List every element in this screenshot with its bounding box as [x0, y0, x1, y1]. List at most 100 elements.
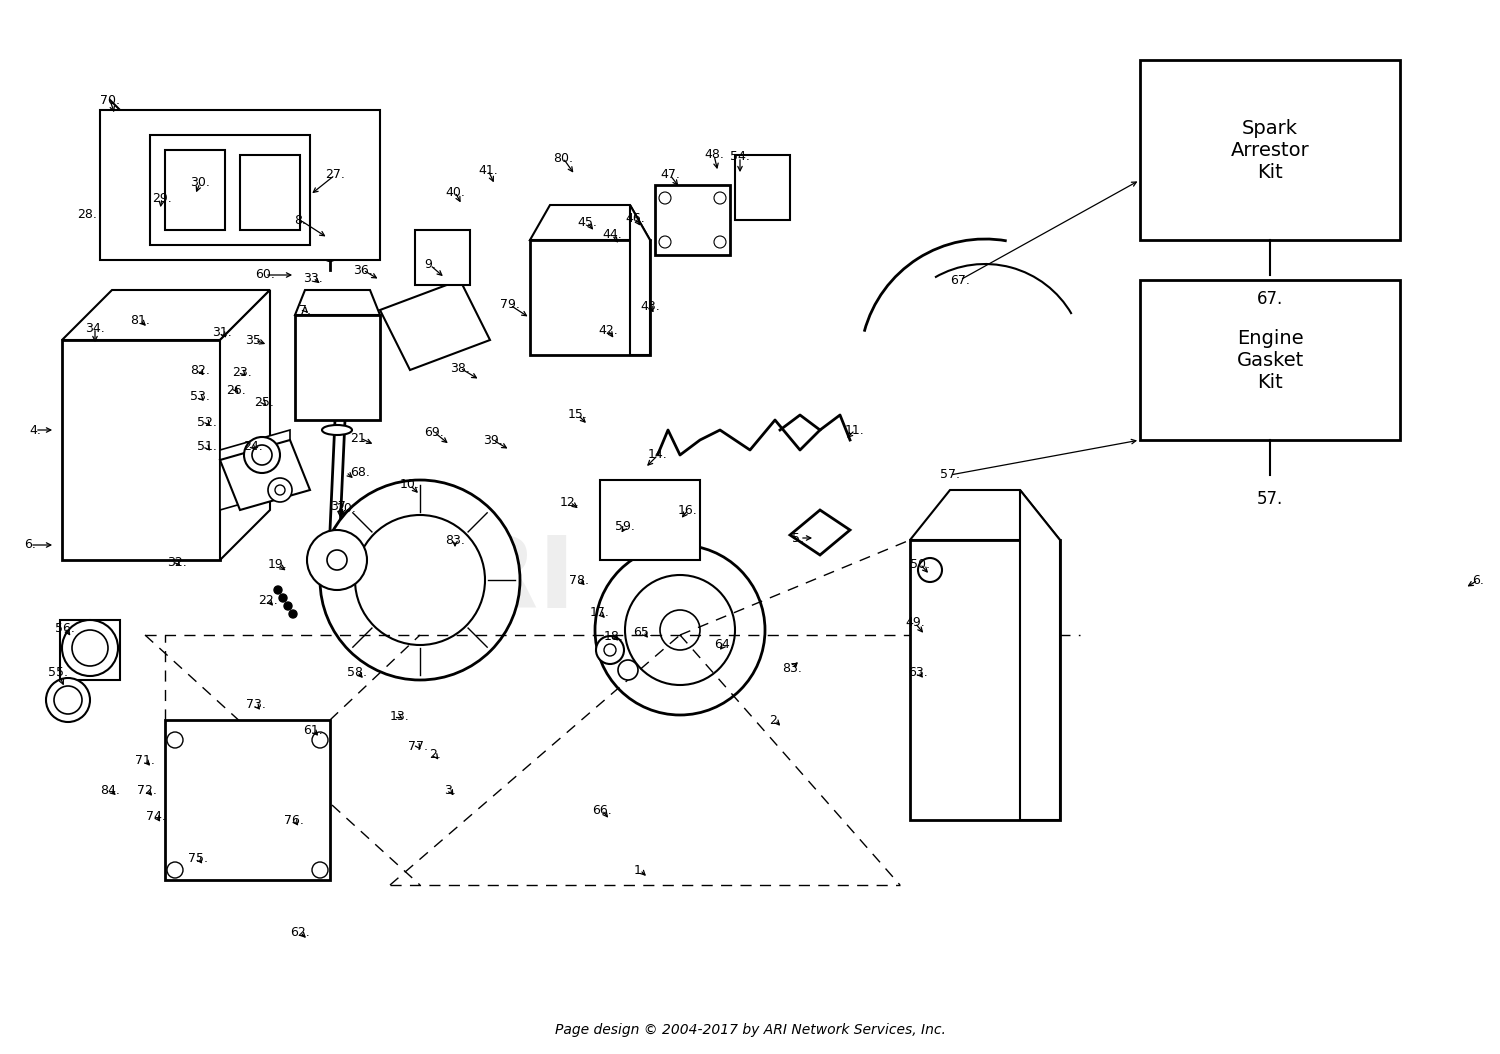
Text: 12.: 12. [560, 495, 580, 508]
Text: 64.: 64. [714, 639, 734, 651]
Circle shape [279, 594, 286, 602]
Circle shape [970, 675, 1000, 705]
Circle shape [356, 515, 484, 645]
Circle shape [290, 610, 297, 618]
Polygon shape [416, 230, 470, 285]
Text: 62.: 62. [290, 925, 310, 938]
Text: 32.: 32. [166, 555, 188, 568]
Text: 10.: 10. [400, 479, 420, 491]
Text: 4.: 4. [28, 424, 40, 436]
Circle shape [322, 245, 338, 261]
Polygon shape [910, 490, 1060, 540]
Circle shape [252, 445, 272, 465]
Text: 23.: 23. [232, 366, 252, 378]
Text: 77.: 77. [408, 740, 428, 753]
Text: 29.: 29. [152, 192, 172, 204]
Circle shape [714, 236, 726, 248]
Text: 17.: 17. [590, 606, 610, 620]
Text: 20.: 20. [336, 502, 356, 514]
Circle shape [658, 192, 670, 204]
Text: 6.: 6. [24, 539, 36, 551]
Text: 5.: 5. [792, 531, 804, 545]
Polygon shape [62, 290, 270, 340]
Text: Engine
Gasket
Kit: Engine Gasket Kit [1236, 329, 1304, 391]
Polygon shape [240, 155, 300, 230]
Text: 48.: 48. [704, 149, 724, 161]
Circle shape [72, 630, 108, 666]
Polygon shape [530, 204, 650, 240]
Polygon shape [600, 480, 700, 560]
Text: 67.: 67. [950, 273, 970, 287]
Text: 81.: 81. [130, 313, 150, 327]
Circle shape [658, 236, 670, 248]
Text: 1.: 1. [634, 863, 646, 877]
Text: 36.: 36. [352, 264, 374, 276]
Text: 6.: 6. [1472, 573, 1484, 586]
Circle shape [190, 735, 300, 845]
Text: 2.: 2. [770, 714, 782, 726]
Text: 59.: 59. [615, 521, 634, 533]
Text: 80.: 80. [554, 152, 573, 164]
Text: 82.: 82. [190, 364, 210, 376]
Text: 27.: 27. [326, 169, 345, 181]
Bar [1140, 280, 1400, 440]
Text: 33.: 33. [303, 272, 322, 285]
Text: 21.: 21. [350, 431, 370, 445]
Text: 66.: 66. [592, 803, 612, 817]
Text: 83.: 83. [446, 533, 465, 547]
Circle shape [274, 586, 282, 594]
Text: 35.: 35. [244, 333, 266, 347]
Circle shape [62, 620, 118, 676]
Text: Spark
Arrestor
Kit: Spark Arrestor Kit [1230, 118, 1310, 181]
Text: 31.: 31. [211, 326, 232, 338]
Text: 19.: 19. [268, 559, 288, 571]
Polygon shape [1020, 490, 1060, 820]
Text: 9.: 9. [424, 258, 436, 272]
Text: 56.: 56. [56, 622, 75, 635]
Polygon shape [910, 540, 1060, 820]
Text: 34.: 34. [86, 321, 105, 334]
Text: 30.: 30. [190, 176, 210, 190]
Text: Page design © 2004-2017 by ARI Network Services, Inc.: Page design © 2004-2017 by ARI Network S… [555, 1023, 945, 1037]
Text: ARI: ARI [384, 531, 576, 628]
Text: 16.: 16. [678, 504, 698, 516]
Circle shape [268, 479, 292, 502]
Circle shape [284, 602, 292, 610]
Text: 46.: 46. [626, 212, 645, 225]
Polygon shape [100, 110, 380, 260]
Text: 51.: 51. [196, 441, 217, 453]
Circle shape [714, 192, 726, 204]
Circle shape [274, 485, 285, 495]
Text: 61.: 61. [303, 723, 322, 737]
Polygon shape [62, 340, 220, 560]
Text: 40.: 40. [446, 186, 465, 198]
Text: 44.: 44. [602, 229, 622, 241]
Circle shape [618, 660, 638, 680]
Circle shape [327, 550, 346, 570]
Polygon shape [220, 290, 270, 560]
Polygon shape [60, 620, 120, 680]
Text: 52.: 52. [196, 415, 217, 429]
Text: 63.: 63. [908, 665, 928, 679]
Text: 54.: 54. [730, 151, 750, 163]
Text: 53.: 53. [190, 390, 210, 404]
Text: 67.: 67. [1257, 290, 1282, 308]
Text: 45.: 45. [578, 215, 597, 229]
Polygon shape [735, 155, 790, 220]
Circle shape [918, 558, 942, 582]
Circle shape [166, 731, 183, 748]
Text: 25.: 25. [254, 396, 274, 410]
Text: 73.: 73. [246, 699, 266, 711]
Text: 79.: 79. [500, 298, 520, 312]
Circle shape [244, 437, 280, 473]
Circle shape [46, 678, 90, 722]
Circle shape [54, 686, 82, 714]
Polygon shape [656, 186, 730, 255]
Text: 49.: 49. [904, 617, 926, 629]
Polygon shape [220, 430, 290, 510]
Text: 26.: 26. [226, 384, 246, 396]
Text: 2.: 2. [429, 748, 441, 761]
Text: 42.: 42. [598, 324, 618, 336]
Text: 18.: 18. [604, 629, 624, 643]
Circle shape [320, 480, 520, 680]
